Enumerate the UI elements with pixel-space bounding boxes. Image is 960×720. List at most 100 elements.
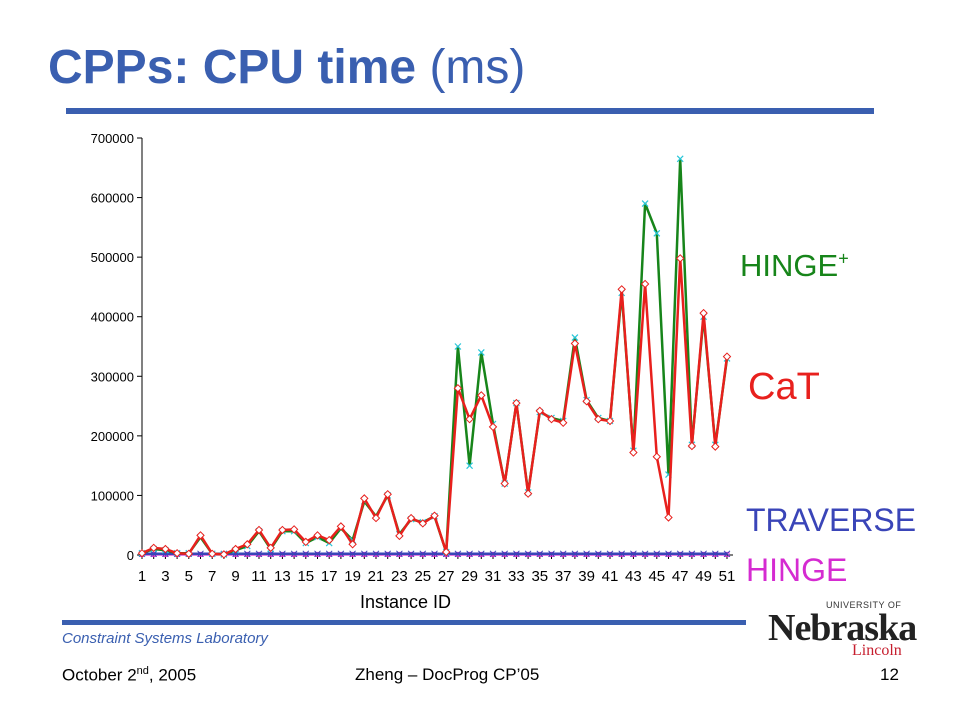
point-cat-28 <box>453 383 463 393</box>
point-traverse-42 <box>618 550 626 558</box>
legend-hinge: HINGE <box>746 552 848 588</box>
point-cat-34 <box>523 489 533 498</box>
point-cat-16 <box>313 531 322 540</box>
point-cat-13 <box>278 525 287 535</box>
x-tick-label-11: 23 <box>391 568 408 585</box>
point-cat-51 <box>722 352 732 361</box>
title-unit: (ms) <box>429 41 526 94</box>
logo-lincoln: Lincoln <box>852 642 902 659</box>
slide-title: CPPs: CPU time (ms) <box>48 40 525 95</box>
title-bold: CPPs: CPU time <box>48 41 417 94</box>
point-cat-50 <box>711 442 720 451</box>
point-cat-30 <box>477 391 486 400</box>
point-traverse-40 <box>594 550 602 558</box>
point-cat-15 <box>301 537 311 547</box>
footer-date: October 2nd, 2005 <box>62 665 196 686</box>
point-traverse-45 <box>653 550 661 558</box>
point-traverse-23 <box>396 550 403 558</box>
point-cat-42 <box>617 285 626 294</box>
x-tick-label-17: 35 <box>531 568 548 585</box>
x-tick-label-14: 29 <box>461 568 478 585</box>
point-traverse-38 <box>571 550 579 558</box>
point-cat-23 <box>395 531 404 541</box>
x-tick-label-19: 39 <box>578 568 595 585</box>
x-tick-label-21: 43 <box>625 568 642 585</box>
point-traverse-13 <box>279 550 286 558</box>
y-tick-label-1: 100000 <box>91 488 134 503</box>
point-cat-1 <box>137 548 147 558</box>
point-traverse-29 <box>466 550 473 558</box>
x-tick-label-13: 27 <box>438 568 455 585</box>
x-tick-label-2: 5 <box>185 568 193 585</box>
point-traverse-51 <box>723 550 731 558</box>
point-traverse-33 <box>513 550 520 558</box>
y-tick-label-3: 300000 <box>91 369 134 384</box>
legend-cat: CaT <box>748 366 820 408</box>
point-cat-40 <box>594 414 603 424</box>
point-traverse-39 <box>583 550 590 558</box>
y-tick-label-0: 0 <box>127 548 134 563</box>
point-traverse-17 <box>325 550 333 558</box>
point-cat-29 <box>465 414 474 424</box>
point-cat-3 <box>161 544 170 554</box>
x-tick-label-12: 25 <box>414 568 431 585</box>
x-tick-label-6: 13 <box>274 568 291 585</box>
lab-name: Constraint Systems Laboratory <box>62 630 268 647</box>
x-tick-label-9: 19 <box>344 568 361 585</box>
slide-number: 12 <box>880 665 899 684</box>
point-traverse-43 <box>630 550 637 558</box>
point-traverse-30 <box>477 550 485 558</box>
point-hinge-plus-29 <box>466 462 474 470</box>
x-tick-label-16: 33 <box>508 568 525 585</box>
point-traverse-25 <box>419 550 427 558</box>
logo-nebraska: Nebraska <box>768 607 917 649</box>
x-tick-label-0: 1 <box>138 568 146 585</box>
point-cat-6 <box>196 531 205 540</box>
point-cat-47 <box>675 254 685 263</box>
point-cat-32 <box>500 479 509 488</box>
x-tick-label-7: 15 <box>297 568 314 585</box>
point-cat-9 <box>231 544 240 554</box>
point-cat-8 <box>219 550 229 559</box>
point-cat-37 <box>558 418 568 427</box>
x-tick-label-8: 17 <box>321 568 338 585</box>
x-tick-label-10: 21 <box>368 568 385 585</box>
x-tick-label-15: 31 <box>485 568 502 585</box>
point-cat-18 <box>336 522 346 531</box>
point-cat-38 <box>570 339 580 348</box>
point-cat-48 <box>687 441 697 451</box>
x-tick-label-3: 7 <box>208 568 216 585</box>
point-traverse-24 <box>407 550 415 558</box>
footer-author-venue: Zheng – DocProg CP’05 <box>355 665 540 684</box>
footer-rule <box>62 620 746 625</box>
point-traverse-26 <box>431 550 438 558</box>
y-tick-label-4: 400000 <box>91 310 134 325</box>
point-cat-2 <box>149 543 158 553</box>
point-cat-11 <box>254 525 264 535</box>
point-cat-7 <box>207 549 217 559</box>
point-traverse-46 <box>665 550 672 558</box>
point-hinge-plus-30 <box>477 349 485 356</box>
point-cat-46 <box>664 513 673 522</box>
x-tick-label-4: 9 <box>231 568 239 585</box>
point-traverse-11 <box>255 550 263 558</box>
x-tick-label-5: 11 <box>251 568 267 585</box>
legend-hinge-plus-text: HINGE <box>740 248 839 283</box>
footer-date-sup: nd <box>136 665 149 677</box>
point-cat-33 <box>512 398 521 408</box>
point-traverse-15 <box>302 550 310 558</box>
point-traverse-47 <box>676 550 684 558</box>
x-tick-label-22: 45 <box>648 568 665 585</box>
point-cat-26 <box>430 511 439 520</box>
point-hinge-plus-45 <box>653 229 661 237</box>
point-cat-27 <box>441 547 451 557</box>
point-cat-22 <box>383 489 392 499</box>
point-cat-45 <box>652 452 662 461</box>
point-hinge-plus-38 <box>571 334 579 341</box>
point-hinge-plus-47 <box>676 155 684 163</box>
x-axis-label: Instance ID <box>360 592 452 612</box>
title-underline <box>66 108 874 114</box>
point-hinge-plus-44 <box>641 200 649 207</box>
point-traverse-18 <box>337 550 345 558</box>
